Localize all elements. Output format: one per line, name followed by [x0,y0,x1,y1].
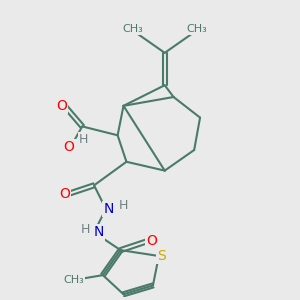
Text: H: H [79,133,88,146]
Text: O: O [56,99,67,113]
Text: CH₃: CH₃ [187,24,208,34]
Text: H: H [80,223,90,236]
Text: O: O [64,140,74,154]
Text: S: S [158,249,166,263]
Text: N: N [103,202,114,216]
Text: O: O [146,234,157,248]
Text: O: O [59,187,70,201]
Text: CH₃: CH₃ [122,24,143,34]
Text: H: H [119,200,128,212]
Text: N: N [93,225,104,239]
Text: CH₃: CH₃ [63,274,84,285]
